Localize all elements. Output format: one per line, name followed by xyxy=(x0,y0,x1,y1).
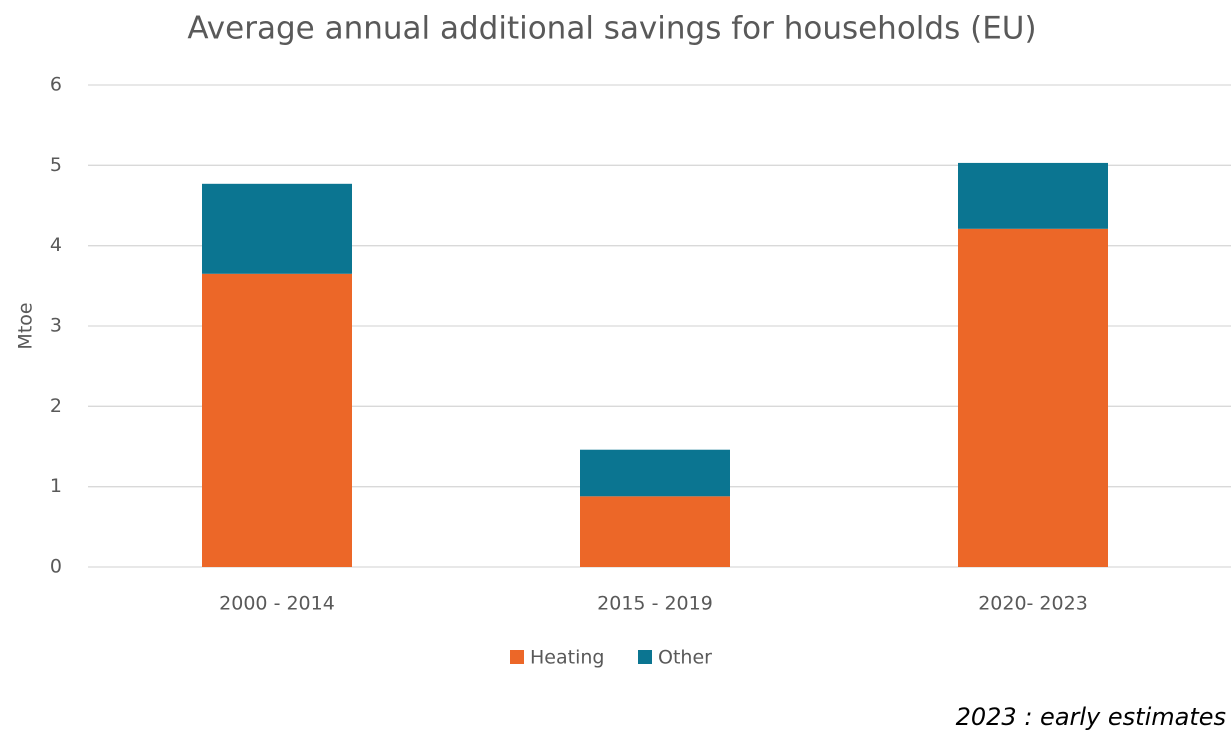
y-tick-label: 5 xyxy=(50,154,62,176)
bar-segment xyxy=(202,183,352,274)
bar-segment xyxy=(580,449,730,497)
legend-swatch xyxy=(510,650,524,664)
bar-segment xyxy=(580,496,730,567)
x-tick-label: 2015 - 2019 xyxy=(597,593,713,615)
bar-segment xyxy=(958,228,1108,567)
x-tick-label: 2000 - 2014 xyxy=(219,593,335,615)
y-tick-label: 6 xyxy=(50,74,62,96)
chart-title: Average annual additional savings for ho… xyxy=(187,11,1036,47)
x-tick-label: 2020- 2023 xyxy=(978,593,1088,615)
annotation: 2023 : early estimates xyxy=(956,703,1226,731)
y-tick-label: 4 xyxy=(50,234,62,256)
y-tick-label: 2 xyxy=(50,395,62,417)
y-tick-label: 3 xyxy=(50,315,62,337)
y-axis-label: Mtoe xyxy=(15,302,37,349)
legend-label: Heating xyxy=(530,647,604,669)
y-tick-label: 0 xyxy=(50,556,62,578)
legend-swatch xyxy=(638,650,652,664)
legend-label: Other xyxy=(658,647,712,669)
bar-segment xyxy=(958,162,1108,229)
bar-segment xyxy=(202,273,352,567)
y-tick-label: 1 xyxy=(50,475,62,497)
